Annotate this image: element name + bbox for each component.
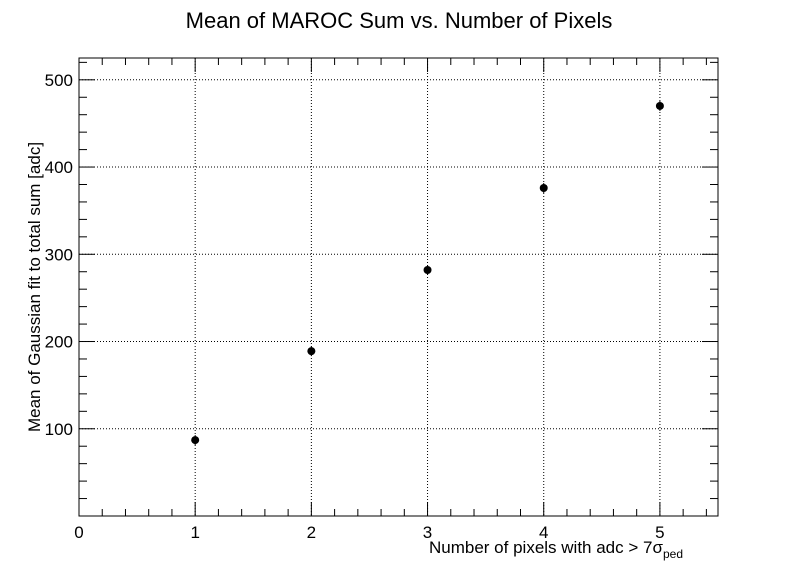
grid — [79, 58, 718, 516]
x-axis-label-main: Number of pixels with adc > 7σ — [429, 538, 663, 557]
data-point — [423, 265, 432, 274]
x-tick-label: 4 — [539, 523, 548, 542]
data-point — [655, 101, 664, 110]
tick-labels: 0 1 2 3 4 5 100 200 300 400 500 — [45, 71, 665, 542]
x-tick-label: 0 — [74, 523, 83, 542]
x-axis-label: Number of pixels with adc > 7σped — [429, 538, 683, 561]
x-tick-label: 1 — [190, 523, 199, 542]
data-points — [191, 100, 664, 446]
data-point — [539, 183, 548, 192]
y-axis-label: Mean of Gaussian fit to total sum [adc] — [25, 142, 44, 432]
x-tick-label: 2 — [307, 523, 316, 542]
y-tick-label: 400 — [45, 158, 73, 177]
data-point — [307, 347, 316, 356]
x-tick-label: 5 — [655, 523, 664, 542]
x-tick-label: 3 — [423, 523, 432, 542]
y-tick-label: 300 — [45, 245, 73, 264]
chart-title: Mean of MAROC Sum vs. Number of Pixels — [186, 8, 613, 33]
y-tick-label: 100 — [45, 420, 73, 439]
y-tick-label: 500 — [45, 71, 73, 90]
data-point — [191, 436, 200, 445]
y-tick-label: 200 — [45, 333, 73, 352]
plot-frame — [78, 57, 719, 517]
axis-ticks — [78, 58, 718, 516]
x-axis-label-subscript: ped — [663, 547, 683, 561]
